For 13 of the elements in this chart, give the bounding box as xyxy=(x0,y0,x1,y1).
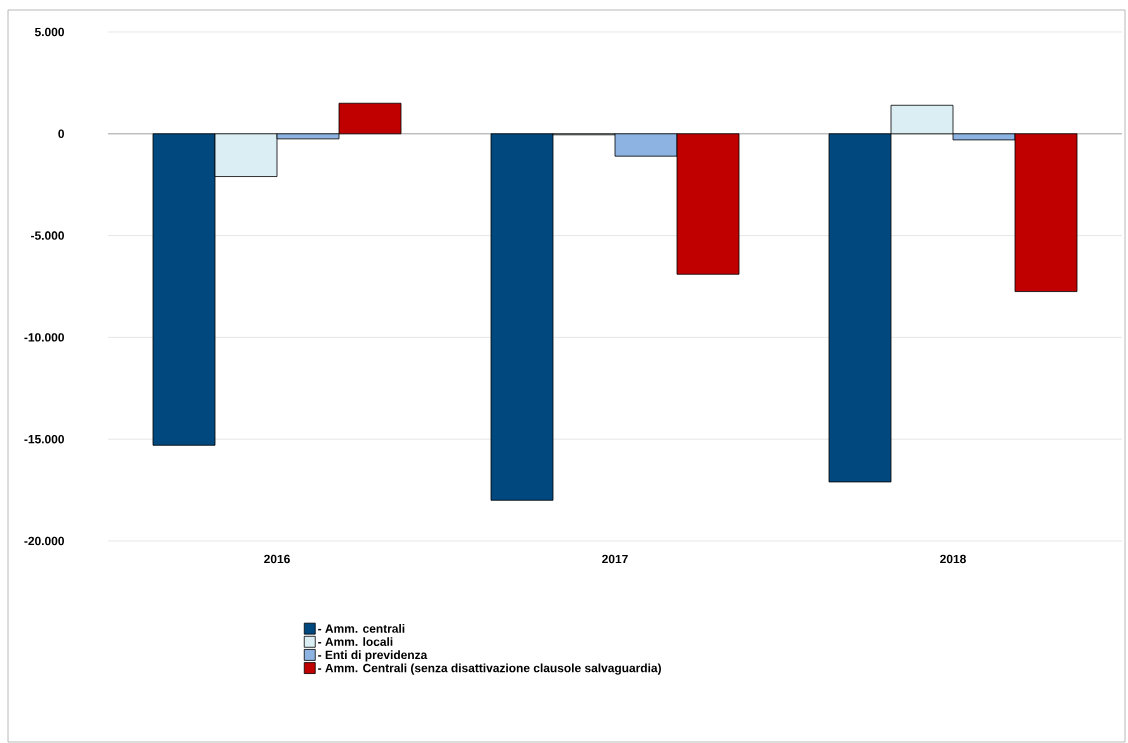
y-tick-label: 0 xyxy=(58,129,64,139)
legend-label: - Enti di previdenza xyxy=(318,650,428,662)
y-tick-label: -5.000 xyxy=(31,231,64,240)
legend-label: - Amm. Centrali (senza disattivazione clausole salvaguardia) xyxy=(318,663,661,675)
y-tick-label: -10.000 xyxy=(24,333,64,342)
y-tick-label: -20.000 xyxy=(24,536,64,546)
legend-label: - Amm. locali xyxy=(318,637,393,646)
y-tick-label: 5.000 xyxy=(34,27,64,37)
x-tick-label: 2017 xyxy=(602,554,628,564)
legend-label: - Amm. centrali xyxy=(318,624,405,633)
x-tick-label: 2018 xyxy=(940,554,966,564)
y-tick-label: -15.000 xyxy=(24,434,64,444)
x-tick-label: 2016 xyxy=(264,554,290,564)
